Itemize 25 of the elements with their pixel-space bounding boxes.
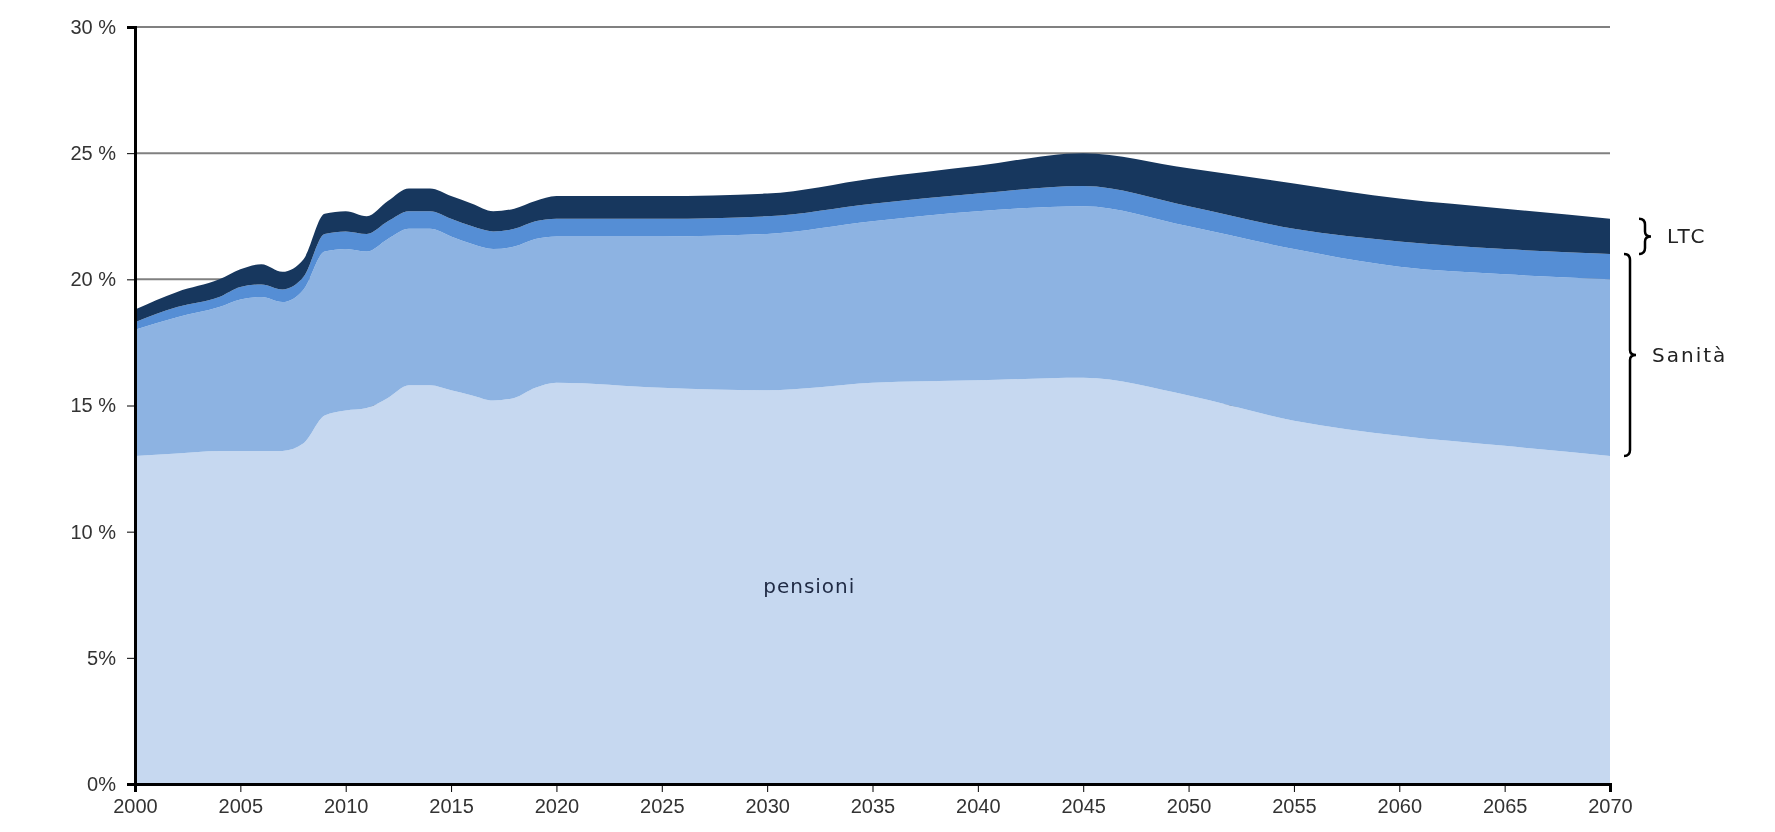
y-tick-label: 20 % <box>70 268 117 291</box>
x-tick-label: 2055 <box>1272 795 1317 817</box>
x-tick-label: 2065 <box>1482 795 1528 817</box>
x-tick-label: 2045 <box>1061 795 1106 817</box>
text: LTC <box>1667 224 1707 249</box>
y-tick-label: 25 % <box>70 142 117 165</box>
text: Sanità <box>1652 343 1728 368</box>
y-tick-label: 10 % <box>70 520 117 543</box>
x-tick-label: 2025 <box>640 795 685 817</box>
x-tick-label: 2070 <box>1588 795 1633 817</box>
x-tick-label: 2060 <box>1377 795 1423 817</box>
x-tick-label: 2015 <box>429 795 474 817</box>
x-tick-label: 2040 <box>956 795 1001 817</box>
x-tick-label: 2000 <box>113 795 158 817</box>
y-tick-label: 30 % <box>70 15 117 38</box>
x-tick-label: 2010 <box>323 795 369 817</box>
series-label: pensioni <box>763 574 856 599</box>
x-tick-label: 2030 <box>745 795 790 817</box>
x-tick-label: 2005 <box>218 795 264 817</box>
y-tick-label: 5% <box>87 646 117 669</box>
x-tick-label: 2050 <box>1166 795 1212 817</box>
x-tick-label: 2020 <box>534 795 580 817</box>
y-tick-label: 15 % <box>70 394 117 417</box>
y-tick-label: 0% <box>87 772 117 795</box>
x-tick-label: 2035 <box>850 795 896 817</box>
